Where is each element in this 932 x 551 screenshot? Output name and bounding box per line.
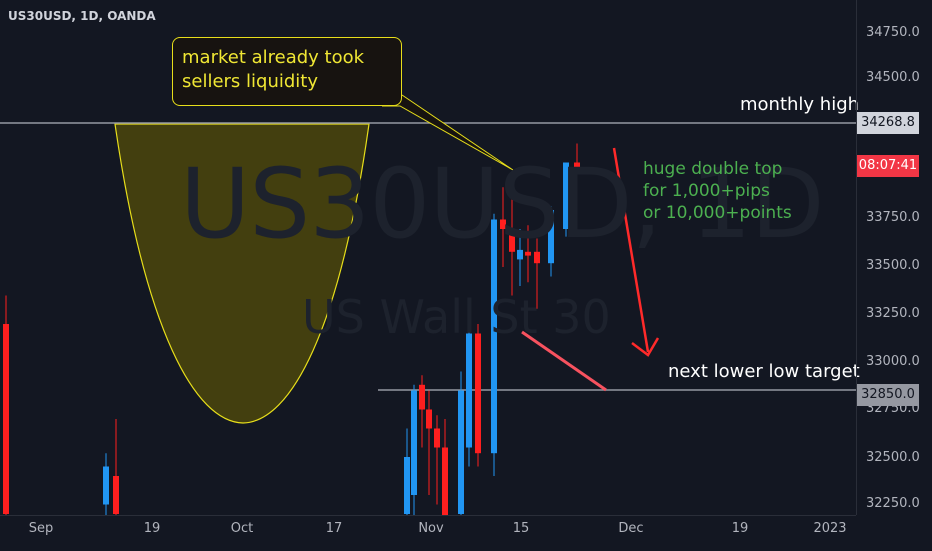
time-tick: 2023: [813, 521, 847, 536]
down-arrow-shaft: [612, 147, 650, 353]
monthly-high-label: monthly high: [740, 94, 860, 115]
candle-body: [426, 409, 432, 429]
candle: [426, 390, 432, 495]
time-tick: 19: [143, 521, 161, 536]
time-tick: 19: [731, 521, 749, 536]
candle-body: [113, 476, 119, 514]
note-line: huge double top: [643, 159, 783, 179]
candle: [434, 415, 440, 505]
watermark-description: US Wall St 30: [302, 290, 611, 344]
candle-body: [3, 324, 9, 514]
down-arrow-head: [631, 337, 660, 357]
time-tick: 17: [325, 521, 343, 536]
candle-body: [466, 333, 472, 448]
double-top-note: huge double top for 1,000+pips or 10,000…: [643, 158, 792, 224]
watermark-symbol: US30USD, 1D: [180, 148, 825, 260]
candle: [525, 225, 531, 283]
candle: [491, 213, 497, 476]
price-tick: 33750.0: [866, 210, 920, 225]
candle-body: [534, 251, 540, 264]
price-tick: 32500.0: [866, 450, 920, 465]
target-price-badge: 32850.0: [857, 384, 919, 406]
callout-line: sellers liquidity: [182, 71, 319, 92]
candle-body: [475, 333, 481, 454]
price-tick: 32250.0: [866, 496, 920, 511]
candle: [509, 175, 515, 296]
candle: [404, 428, 410, 515]
candle-body: [458, 390, 464, 514]
candle: [548, 206, 554, 277]
candle: [411, 384, 417, 515]
candle-body: [442, 447, 448, 515]
candle: [113, 419, 119, 515]
time-tick: Dec: [618, 521, 644, 536]
callout-pointer: [382, 94, 514, 171]
note-line: or 10,000+points: [643, 203, 792, 223]
candle-body: [548, 210, 554, 264]
price-axis[interactable]: [856, 0, 932, 515]
candle: [419, 375, 425, 448]
candle: [574, 143, 580, 176]
time-tick: Oct: [230, 521, 254, 536]
candle: [442, 419, 448, 515]
cup-shape: [114, 123, 370, 424]
candle: [458, 371, 464, 515]
candle-body: [419, 384, 425, 410]
candle-body: [491, 219, 497, 454]
candle: [500, 187, 506, 267]
candle: [3, 295, 9, 515]
candle-body: [434, 428, 440, 448]
candle-body: [404, 457, 410, 514]
price-tick: 33000.0: [866, 354, 920, 369]
time-tick: Sep: [28, 521, 54, 536]
candle-body: [500, 219, 506, 229]
candle: [517, 229, 523, 286]
candle-body: [411, 390, 417, 495]
callout-text: market already took sellers liquidity: [182, 46, 364, 94]
candle-body: [525, 251, 531, 256]
price-tick: 33500.0: [866, 258, 920, 273]
time-tick: 15: [512, 521, 530, 536]
candle: [563, 162, 569, 237]
time-axis[interactable]: [0, 515, 856, 551]
candle: [475, 324, 481, 467]
price-tick: 34500.0: [866, 70, 920, 85]
time-tick: Nov: [418, 521, 444, 536]
callout-line: market already took: [182, 47, 365, 68]
price-tick: 33250.0: [866, 306, 920, 321]
price-tick: 34750.0: [866, 25, 920, 40]
candle: [466, 327, 472, 467]
candle: [534, 238, 540, 309]
symbol-title[interactable]: US30USD, 1D, OANDA: [8, 9, 156, 23]
candle-body: [509, 229, 515, 252]
candle-body: [574, 162, 580, 169]
note-line: for 1,000+pips: [643, 181, 770, 201]
red-slope-line: [521, 330, 607, 392]
candle-body: [563, 162, 569, 229]
candle: [103, 453, 109, 515]
monthly-high-price-badge: 34268.8: [857, 112, 919, 134]
candle-body: [103, 466, 109, 505]
target-label: next lower low target: [668, 361, 860, 382]
candles: [3, 143, 580, 515]
candle-body: [517, 249, 523, 260]
callout-box[interactable]: [172, 37, 402, 106]
countdown-badge: 08:07:41: [857, 155, 919, 177]
